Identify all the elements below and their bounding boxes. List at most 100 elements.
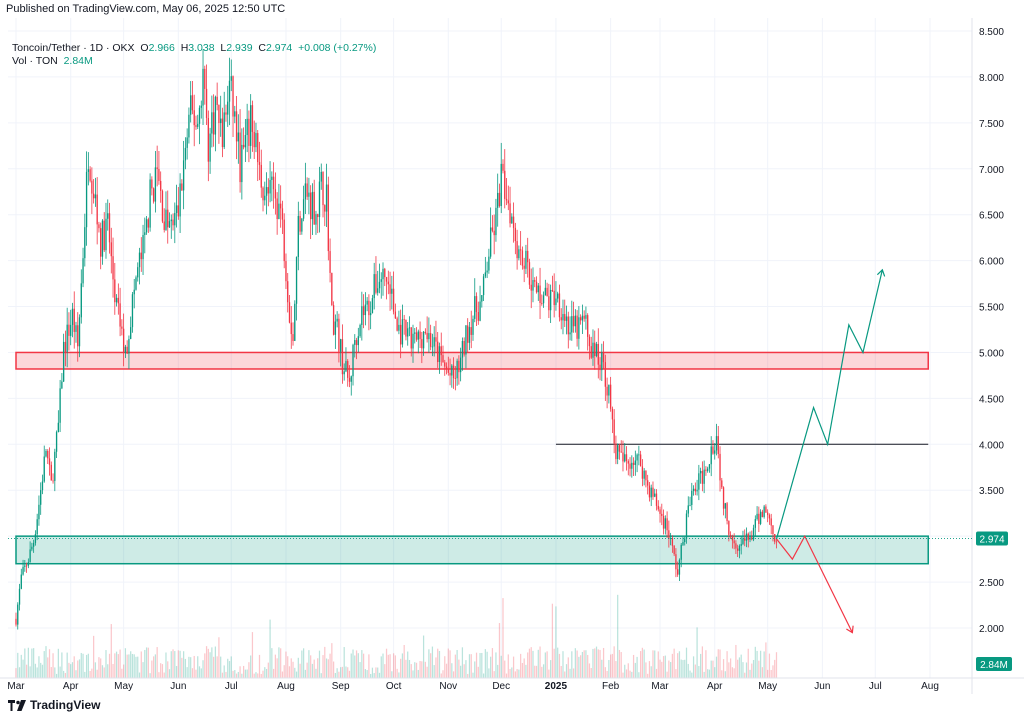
support-zone[interactable] bbox=[15, 535, 929, 565]
volume-bar bbox=[40, 662, 42, 678]
candle-body bbox=[160, 180, 162, 191]
bullish-projection-path[interactable] bbox=[775, 269, 883, 540]
candle-body bbox=[84, 227, 86, 259]
volume-bar bbox=[87, 653, 89, 678]
candle-body bbox=[396, 318, 398, 331]
volume-bar bbox=[105, 650, 107, 678]
published-text: Published on TradingView.com, May 06, 20… bbox=[6, 3, 286, 15]
change-value: +0.008 (+0.27%) bbox=[298, 42, 377, 54]
volume-bar bbox=[661, 661, 663, 678]
volume-bar bbox=[137, 656, 139, 678]
candle-body bbox=[369, 313, 372, 316]
volume-bar bbox=[325, 658, 328, 678]
candle-body bbox=[267, 187, 269, 194]
candle-body bbox=[274, 189, 277, 199]
candle-body bbox=[205, 88, 208, 119]
candle-body bbox=[385, 277, 388, 282]
volume-bar bbox=[84, 671, 86, 678]
candle-body bbox=[294, 303, 296, 341]
candle-body bbox=[564, 314, 566, 321]
volume-bar bbox=[601, 659, 603, 678]
volume-bar bbox=[218, 637, 220, 678]
volume-bar bbox=[511, 667, 513, 678]
volume-bar bbox=[251, 632, 254, 678]
volume-bar bbox=[507, 654, 509, 678]
volume-bar bbox=[117, 654, 119, 678]
tradingview-brand[interactable]: TradingView bbox=[8, 698, 100, 712]
volume-bar bbox=[391, 671, 393, 678]
volume-bar bbox=[20, 654, 22, 678]
volume-bar bbox=[424, 661, 426, 678]
candle-body bbox=[599, 364, 601, 371]
candle-body bbox=[62, 341, 65, 382]
volume-bar bbox=[34, 663, 37, 678]
volume-bar bbox=[262, 670, 264, 678]
volume-bar bbox=[647, 673, 649, 678]
candle-body bbox=[177, 205, 180, 217]
volume-bar bbox=[410, 664, 412, 678]
volume-bar bbox=[495, 652, 497, 678]
close-value: 2.974 bbox=[265, 42, 293, 54]
volume-bar bbox=[668, 660, 670, 678]
volume-bar bbox=[553, 648, 555, 678]
candle-body bbox=[290, 322, 292, 335]
candle-body bbox=[283, 219, 285, 262]
candle-body bbox=[278, 203, 280, 220]
candle-body bbox=[32, 542, 35, 547]
candle-body bbox=[470, 327, 472, 335]
volume-bar bbox=[645, 662, 647, 678]
candle-body bbox=[309, 192, 312, 220]
low-label: L bbox=[220, 42, 227, 54]
volume-bar bbox=[29, 666, 31, 678]
candle-body bbox=[590, 346, 592, 358]
volume-bar bbox=[345, 666, 347, 678]
volume-bar bbox=[167, 661, 169, 678]
volume-bar bbox=[163, 672, 165, 678]
candle-body bbox=[174, 212, 176, 226]
candle-body bbox=[329, 251, 331, 273]
candle-body bbox=[70, 324, 72, 336]
volume-bar bbox=[682, 660, 684, 678]
candle-body bbox=[241, 144, 243, 183]
x-tick-label: Jul bbox=[225, 681, 238, 692]
volume-bar bbox=[742, 662, 744, 678]
candle-body bbox=[597, 343, 599, 365]
candle-body bbox=[463, 340, 465, 355]
candle-body bbox=[666, 518, 668, 531]
candle-body bbox=[338, 318, 340, 352]
candle-body bbox=[92, 193, 95, 199]
time-axis[interactable]: Mar Apr May Jun Jul Aug Sep Oct Nov Dec 2025 Feb Mar… bbox=[7, 681, 939, 692]
candle-body bbox=[147, 219, 150, 228]
candle-body bbox=[211, 112, 213, 134]
volume-bar bbox=[516, 669, 518, 678]
candle-body bbox=[537, 285, 539, 293]
candle-body bbox=[195, 125, 197, 127]
volume-bar bbox=[59, 666, 61, 678]
price-axis[interactable]: 8.500 8.000 7.500 7.000 6.500 6.000 5.500 5.000… bbox=[979, 27, 1004, 635]
bearish-projection-path[interactable] bbox=[776, 534, 853, 633]
candle-body bbox=[149, 179, 151, 228]
volume-bar bbox=[112, 663, 114, 678]
candle-body bbox=[228, 80, 231, 102]
resistance-zone[interactable] bbox=[15, 351, 929, 370]
volume-bar bbox=[368, 654, 370, 678]
candle-body bbox=[532, 280, 534, 291]
candle-body bbox=[774, 533, 776, 542]
candle-body bbox=[437, 341, 439, 363]
axis-badges: 2.974 2.84M bbox=[8, 531, 1012, 671]
candle-body bbox=[126, 346, 128, 354]
volume-bar bbox=[96, 669, 98, 678]
candle-body bbox=[115, 297, 118, 303]
volume-bar bbox=[774, 659, 776, 678]
candle-body bbox=[43, 456, 45, 482]
volume-bar bbox=[629, 670, 631, 678]
candle-body bbox=[352, 344, 354, 377]
price-chart[interactable]: 8.500 8.000 7.500 7.000 6.500 6.000 5.500 5.000… bbox=[0, 18, 1024, 694]
chart-frame[interactable]: 8.500 8.000 7.500 7.000 6.500 6.000 5.500 5.000… bbox=[0, 18, 1024, 694]
volume-bar bbox=[50, 667, 52, 678]
volume-badge bbox=[976, 657, 1012, 671]
candle-body bbox=[497, 192, 499, 208]
candle-body bbox=[731, 536, 734, 541]
symbol-title[interactable]: Toncoin/Tether · 1D · OKX bbox=[12, 42, 135, 54]
candle-body bbox=[761, 511, 764, 518]
